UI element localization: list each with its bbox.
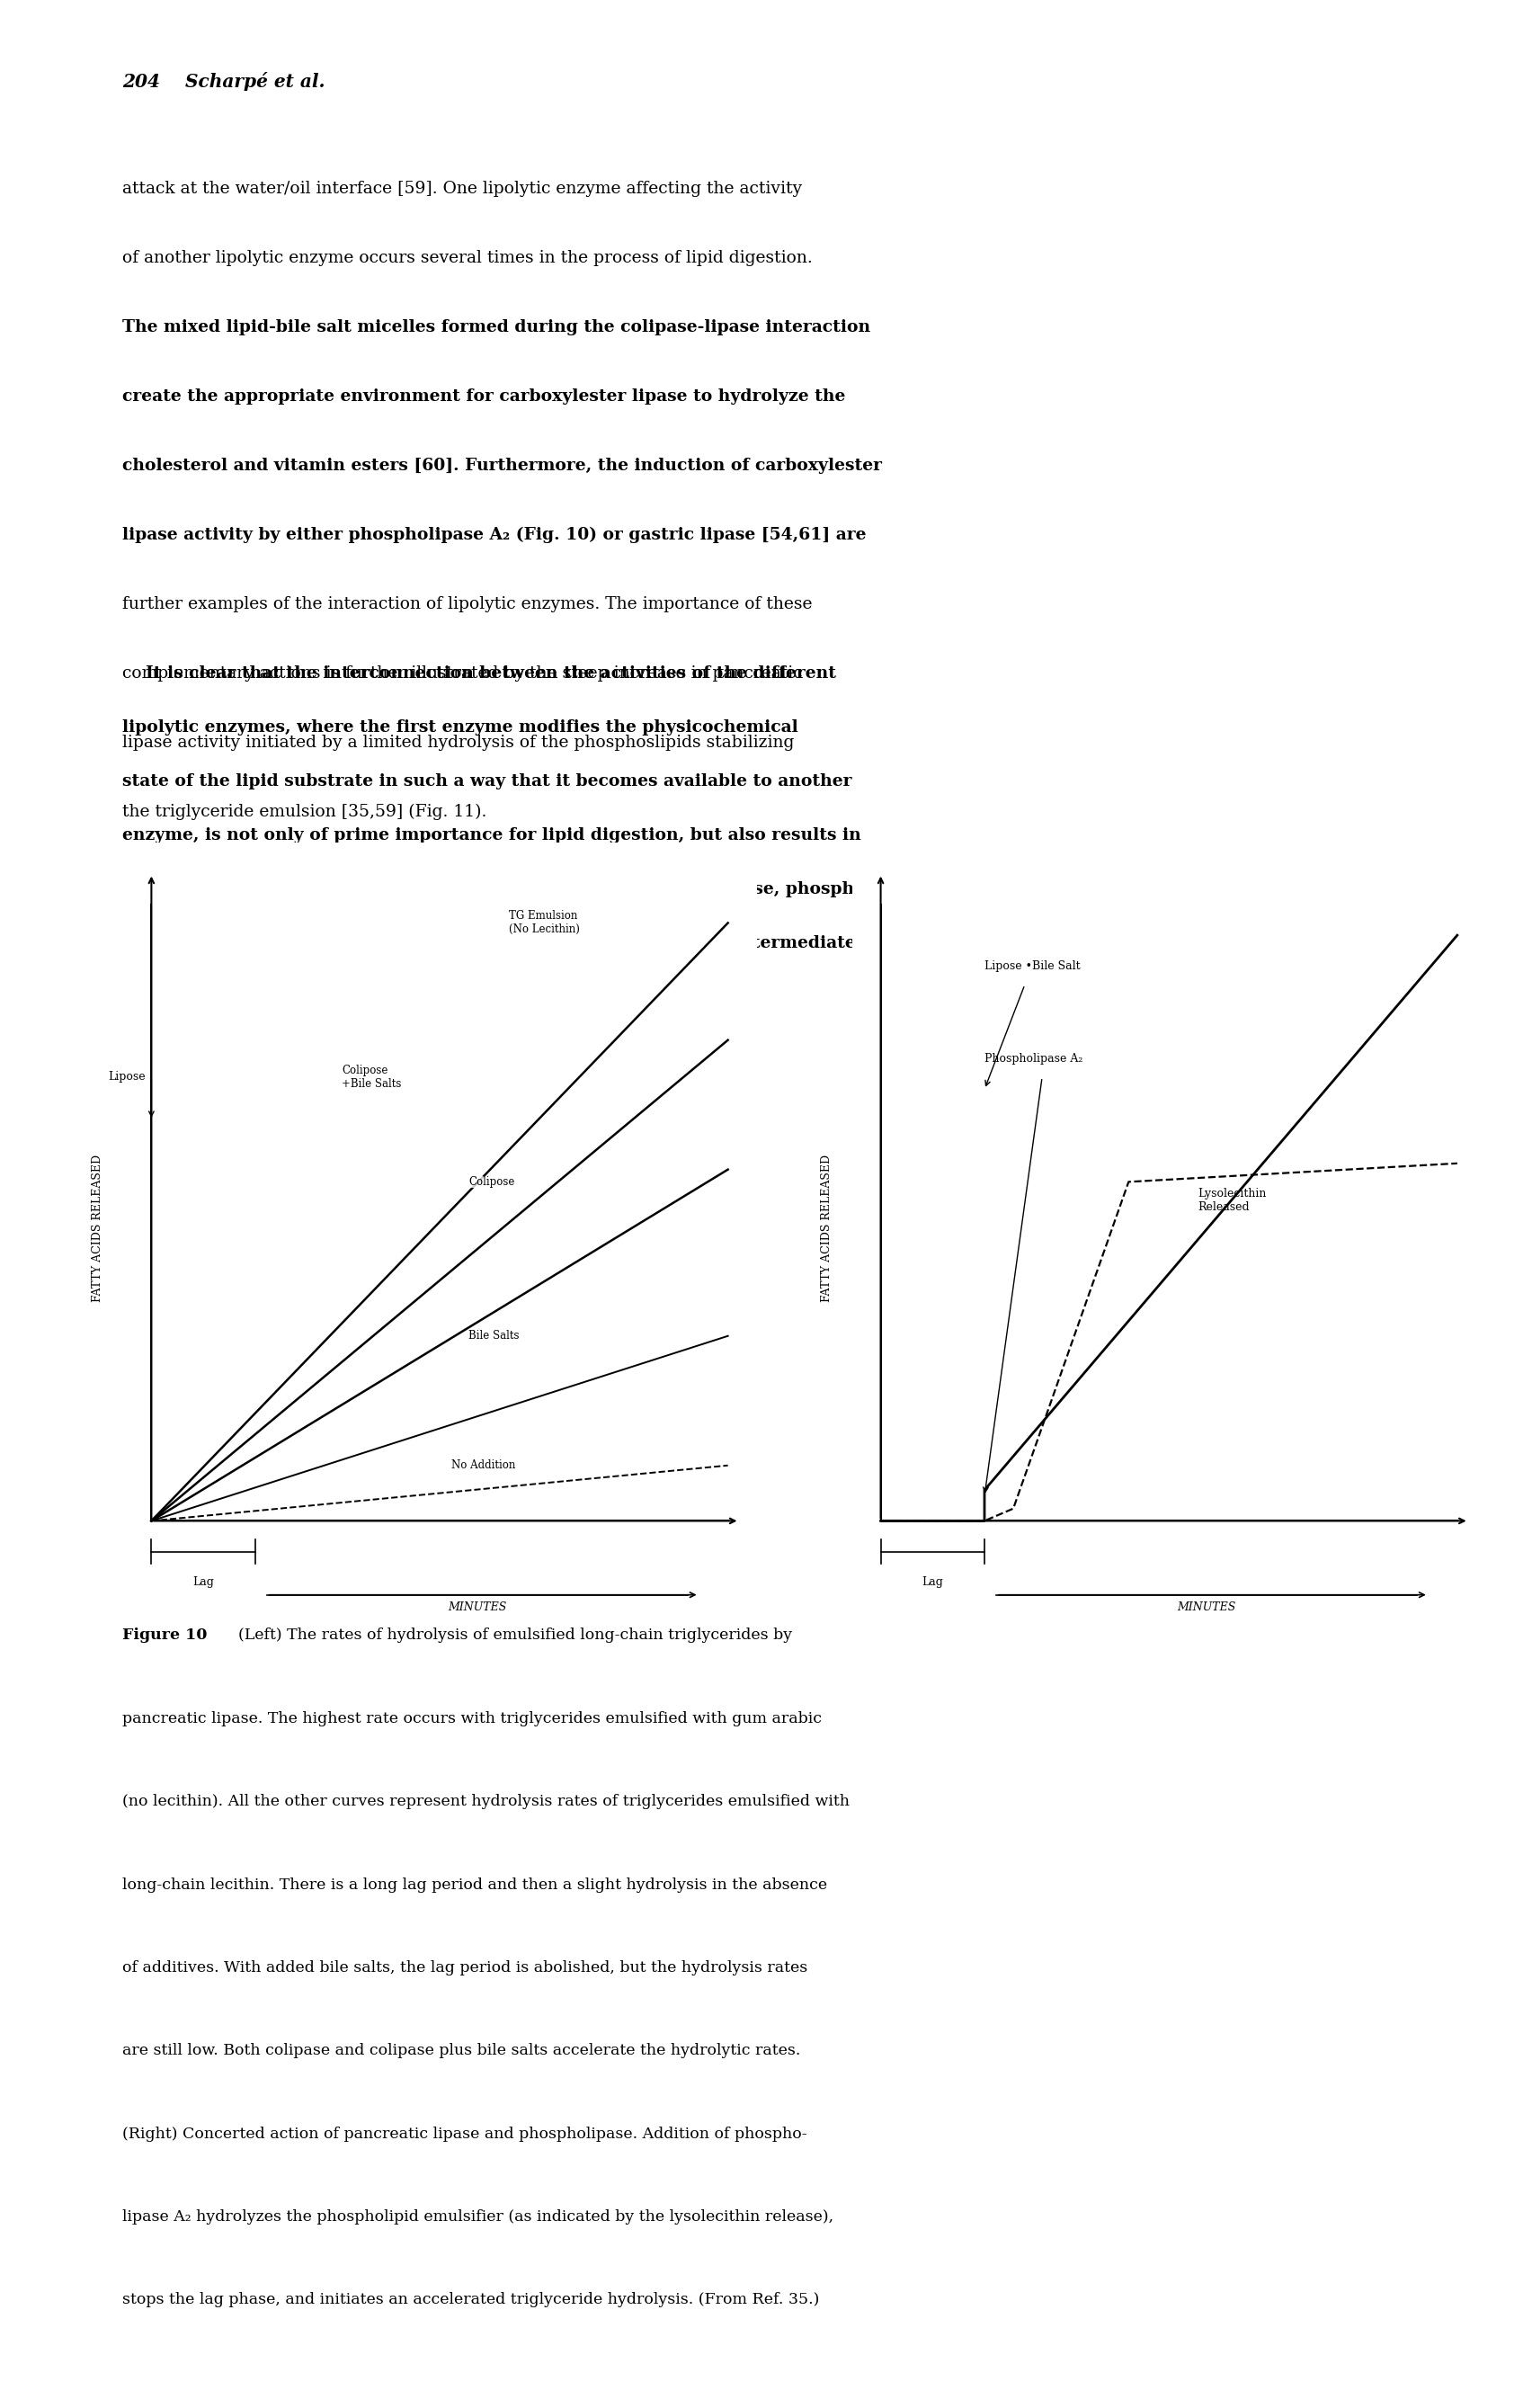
Text: MINUTES: MINUTES bbox=[447, 1601, 507, 1613]
Text: Lipose •Bile Salt: Lipose •Bile Salt bbox=[985, 961, 1080, 973]
Text: FATTY ACIDS RELEASED: FATTY ACIDS RELEASED bbox=[92, 1153, 103, 1303]
Text: Lag: Lag bbox=[922, 1577, 944, 1587]
Text: the triglyceride emulsion [35,59] (Fig. 11).: the triglyceride emulsion [35,59] (Fig. … bbox=[123, 804, 487, 821]
Text: state of the lipid substrate in such a way that it becomes available to another: state of the lipid substrate in such a w… bbox=[123, 773, 852, 790]
Text: stops the lag phase, and initiates an accelerated triglyceride hydrolysis. (From: stops the lag phase, and initiates an ac… bbox=[123, 2292, 820, 2307]
Text: complementary actions is further illustrated by the steep increase in pancreatic: complementary actions is further illustr… bbox=[123, 665, 803, 681]
Text: Colipose: Colipose bbox=[469, 1175, 515, 1187]
Text: [55,62–64].: [55,62–64]. bbox=[123, 990, 228, 1007]
Text: Lag: Lag bbox=[193, 1577, 214, 1587]
Text: lipase activity by either phospholipase A₂ (Fig. 10) or gastric lipase [54,61] a: lipase activity by either phospholipase … bbox=[123, 527, 867, 544]
Text: of another lipolytic enzyme occurs several times in the process of lipid digesti: of another lipolytic enzyme occurs sever… bbox=[123, 250, 813, 265]
Text: Bile Salts: Bile Salts bbox=[469, 1329, 519, 1341]
Text: 204    Scharpé et al.: 204 Scharpé et al. bbox=[123, 72, 325, 92]
Text: of additives. With added bile salts, the lag period is abolished, but the hydrol: of additives. With added bile salts, the… bbox=[123, 1960, 807, 1975]
Text: lipase A₂ hydrolyzes the phospholipid emulsifier (as indicated by the lysolecith: lipase A₂ hydrolyzes the phospholipid em… bbox=[123, 2211, 833, 2225]
Text: lipolytic enzymes, where the first enzyme modifies the physicochemical: lipolytic enzymes, where the first enzym… bbox=[123, 720, 798, 737]
Text: It is clear that the interconnection between the activities of the different: It is clear that the interconnection bet… bbox=[123, 665, 836, 681]
Text: MINUTES: MINUTES bbox=[1177, 1601, 1236, 1613]
Text: (Right) Concerted action of pancreatic lipase and phospholipase. Addition of pho: (Right) Concerted action of pancreatic l… bbox=[123, 2126, 807, 2141]
Text: pancreatic lipase. The highest rate occurs with triglycerides emulsified with gu: pancreatic lipase. The highest rate occu… bbox=[123, 1710, 823, 1727]
Text: further examples of the interaction of lipolytic enzymes. The importance of thes: further examples of the interaction of l… bbox=[123, 597, 812, 612]
Text: cholesterol and vitamin esters [60]. Furthermore, the induction of carboxylester: cholesterol and vitamin esters [60]. Fur… bbox=[123, 458, 882, 474]
Text: long-chain lecithin. There is a long lag period and then a slight hydrolysis in : long-chain lecithin. There is a long lag… bbox=[123, 1878, 827, 1893]
Text: (Left) The rates of hydrolysis of emulsified long-chain triglycerides by: (Left) The rates of hydrolysis of emulsi… bbox=[239, 1628, 792, 1642]
Text: No Addition: No Addition bbox=[452, 1459, 515, 1471]
Text: (no lecithin). All the other curves represent hydrolysis rates of triglycerides : (no lecithin). All the other curves repr… bbox=[123, 1794, 850, 1808]
Text: are still low. Both colipase and colipase plus bile salts accelerate the hydroly: are still low. Both colipase and colipas… bbox=[123, 2042, 801, 2059]
Text: TG Emulsion
(No Lecithin): TG Emulsion (No Lecithin) bbox=[509, 910, 579, 937]
Text: attack at the water/oil interface [59]. One lipolytic enzyme affecting the activ: attack at the water/oil interface [59]. … bbox=[123, 181, 803, 197]
Text: Lipose: Lipose bbox=[109, 1072, 146, 1084]
Text: Lysolecithin
Released: Lysolecithin Released bbox=[1198, 1187, 1267, 1214]
Text: lipase activity initiated by a limited hydrolysis of the phosphoslipids stabiliz: lipase activity initiated by a limited h… bbox=[123, 734, 795, 751]
Text: FATTY ACIDS RELEASED: FATTY ACIDS RELEASED bbox=[821, 1153, 832, 1303]
Text: create the appropriate environment for carboxylester lipase to hydrolyze the: create the appropriate environment for c… bbox=[123, 388, 846, 405]
Text: Figure 10: Figure 10 bbox=[123, 1628, 218, 1642]
Text: The mixed lipid-bile salt micelles formed during the colipase-lipase interaction: The mixed lipid-bile salt micelles forme… bbox=[123, 318, 870, 335]
Text: a broad synergism between gastric lipase, colipase, pancreatic lipase, phospho-: a broad synergism between gastric lipase… bbox=[123, 881, 873, 898]
Text: enzyme, is not only of prime importance for lipid digestion, but also results in: enzyme, is not only of prime importance … bbox=[123, 828, 861, 843]
Text: Colipose
+Bile Salts: Colipose +Bile Salts bbox=[342, 1064, 401, 1091]
Text: Phospholipase A₂: Phospholipase A₂ bbox=[985, 1052, 1083, 1064]
Text: lipase A₂, calcium, carboxylester lipase, bile salts, and substrate intermediate: lipase A₂, calcium, carboxylester lipase… bbox=[123, 937, 866, 951]
